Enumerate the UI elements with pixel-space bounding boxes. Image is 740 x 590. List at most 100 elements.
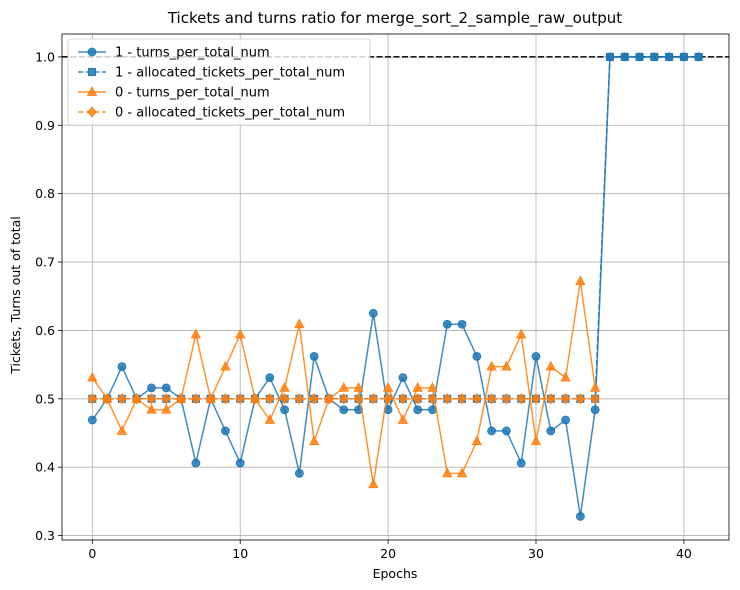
x-tick-label: 30	[528, 546, 544, 561]
data-point	[665, 52, 674, 61]
data-point	[294, 318, 305, 329]
y-tick-label: 1.0	[35, 49, 55, 64]
y-tick-label: 0.9	[35, 118, 55, 133]
legend-box	[67, 38, 371, 126]
data-point	[116, 425, 128, 435]
data-point	[308, 435, 320, 446]
legend-swatch-marker	[86, 86, 98, 96]
data-point	[102, 393, 112, 405]
x-tick-label: 40	[676, 546, 692, 561]
data-point	[265, 373, 275, 383]
plot-frame	[61, 33, 730, 541]
data-point	[294, 393, 305, 405]
data-point	[560, 371, 571, 382]
chart-title: Tickets and turns ratio for merge_sort_2…	[167, 9, 622, 28]
data-point	[650, 52, 659, 61]
data-point	[456, 467, 468, 478]
legend-item: 0 - allocated_tickets_per_total_num	[78, 106, 345, 121]
y-tick-label: 0.7	[35, 255, 55, 270]
series-group	[87, 52, 704, 521]
data-point	[427, 393, 438, 405]
y-tick-label: 0.8	[35, 186, 55, 201]
data-point	[264, 414, 275, 424]
data-point	[161, 393, 171, 405]
data-point	[620, 52, 629, 61]
legend-item: 0 - turns_per_total_num	[78, 86, 270, 101]
data-point	[220, 393, 231, 405]
data-point	[530, 435, 542, 446]
y-tick-label: 0.6	[35, 323, 55, 338]
data-point	[457, 319, 467, 329]
y-tick-label: 0.4	[35, 460, 55, 475]
data-point	[309, 352, 319, 361]
data-point	[220, 360, 231, 371]
legend-label: 0 - allocated_tickets_per_total_num	[115, 106, 345, 121]
data-point	[338, 382, 349, 392]
x-axis-label: Epochs	[373, 566, 418, 581]
data-point	[146, 393, 157, 405]
data-point	[265, 393, 275, 405]
data-point	[235, 458, 245, 468]
data-point	[575, 275, 586, 286]
legend-label: 0 - turns_per_total_num	[115, 86, 270, 101]
data-point	[250, 393, 260, 405]
data-point	[531, 352, 541, 361]
data-point	[501, 393, 512, 405]
data-point	[605, 52, 614, 61]
data-point	[353, 382, 364, 392]
data-point	[531, 393, 541, 405]
data-point	[176, 393, 186, 405]
data-point	[339, 405, 349, 415]
data-point	[427, 382, 438, 392]
data-point	[368, 308, 378, 318]
data-point	[382, 382, 394, 392]
x-tick-label: 10	[232, 546, 248, 561]
data-point	[117, 362, 127, 372]
data-point	[412, 393, 423, 405]
legend: 1 - turns_per_total_num 1 - allocated_tic…	[67, 38, 371, 126]
data-point	[279, 382, 290, 392]
data-point	[442, 467, 453, 478]
data-point	[309, 393, 319, 405]
data-point	[486, 393, 497, 405]
data-point	[117, 393, 127, 405]
data-point	[472, 393, 482, 405]
data-point	[561, 415, 570, 425]
legend-swatch-marker	[88, 68, 97, 77]
data-point	[87, 415, 97, 425]
data-point	[221, 426, 230, 436]
legend-swatch-marker	[87, 47, 97, 57]
data-point	[398, 373, 408, 383]
data-point	[472, 352, 482, 361]
data-point	[205, 393, 216, 405]
data-point	[368, 478, 379, 489]
data-point	[398, 393, 408, 405]
data-point	[590, 393, 600, 405]
data-point	[324, 393, 334, 405]
data-point	[147, 383, 156, 393]
data-point	[383, 393, 393, 405]
data-point	[516, 328, 527, 339]
data-point	[280, 405, 289, 415]
y-tick-label: 0.5	[35, 391, 55, 406]
data-point	[397, 414, 409, 424]
data-point	[694, 52, 703, 61]
data-point	[516, 458, 526, 468]
data-point	[589, 382, 601, 392]
data-point	[368, 393, 379, 405]
data-point	[501, 360, 512, 371]
y-axis-label: Tickets, Turns out of total	[8, 216, 23, 374]
y-tick-label: 0.3	[35, 528, 55, 543]
data-point	[679, 52, 688, 61]
data-point	[590, 405, 600, 415]
data-point	[502, 426, 511, 436]
data-point	[161, 403, 172, 414]
data-point	[191, 458, 201, 468]
data-point	[442, 319, 452, 329]
x-tick-label: 0	[88, 546, 96, 561]
data-point	[471, 435, 483, 446]
data-point	[161, 383, 171, 393]
data-point	[560, 393, 571, 405]
series-4	[87, 393, 600, 405]
